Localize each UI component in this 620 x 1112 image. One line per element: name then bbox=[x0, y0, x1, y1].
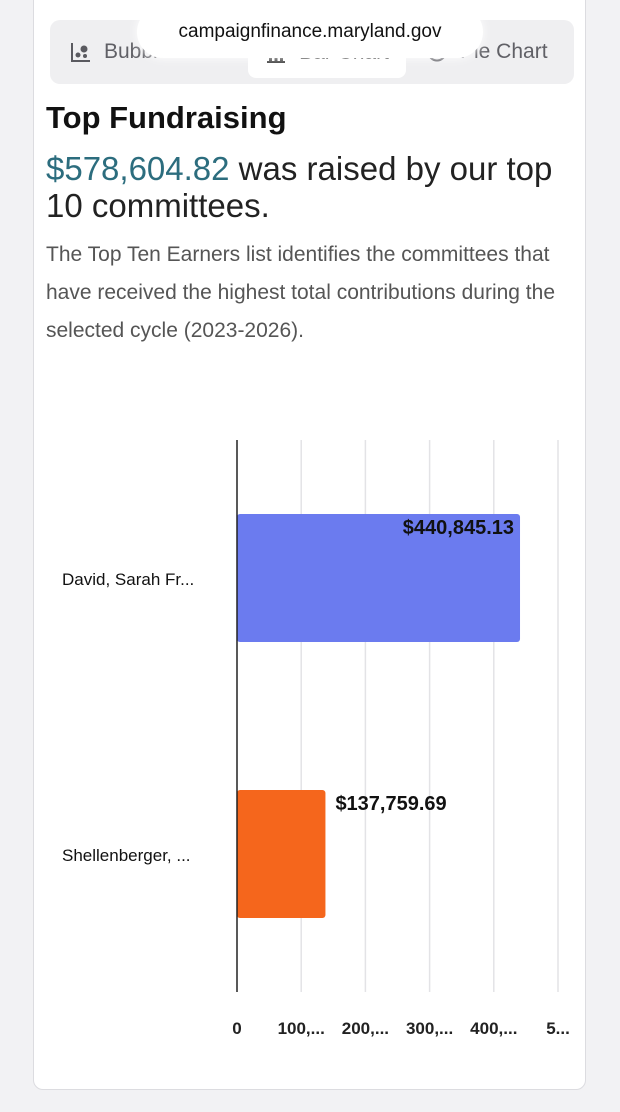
browser-url-bar[interactable]: campaignfinance.maryland.gov bbox=[137, 6, 483, 58]
category-label: Shellenberger, ... bbox=[62, 846, 191, 865]
category-label: David, Sarah Fr... bbox=[62, 570, 194, 589]
bar[interactable] bbox=[237, 514, 521, 642]
chart-labels: 0 100,... 200,... 300,... 400,... 5... David, … bbox=[62, 517, 570, 1038]
tab-pie-chart-label: Pie Chart bbox=[460, 40, 548, 63]
x-tick-label: 100,... bbox=[278, 1019, 325, 1038]
headline-text: was raised by our top 10 committees. bbox=[46, 150, 553, 224]
fundraising-headline: $578,604.82 was raised by our top 10 com… bbox=[46, 150, 586, 224]
chart-bars bbox=[237, 514, 521, 918]
x-tick-label: 300,... bbox=[406, 1019, 453, 1038]
bubble-chart-icon bbox=[70, 41, 92, 63]
data-label: $137,759.69 bbox=[335, 793, 446, 815]
x-tick-label: 0 bbox=[232, 1019, 241, 1038]
total-amount: $578,604.82 bbox=[46, 150, 230, 187]
chart-description: The Top Ten Earners list identifies the … bbox=[46, 243, 555, 342]
browser-url-text: campaignfinance.maryland.gov bbox=[178, 21, 442, 42]
data-label: $440,845.13 bbox=[403, 517, 514, 539]
x-tick-label: 400,... bbox=[470, 1019, 517, 1038]
bar[interactable] bbox=[237, 790, 326, 918]
page-title: Top Fundraising bbox=[46, 100, 287, 135]
x-tick-label: 200,... bbox=[342, 1019, 389, 1038]
x-tick-label: 5... bbox=[546, 1019, 570, 1038]
